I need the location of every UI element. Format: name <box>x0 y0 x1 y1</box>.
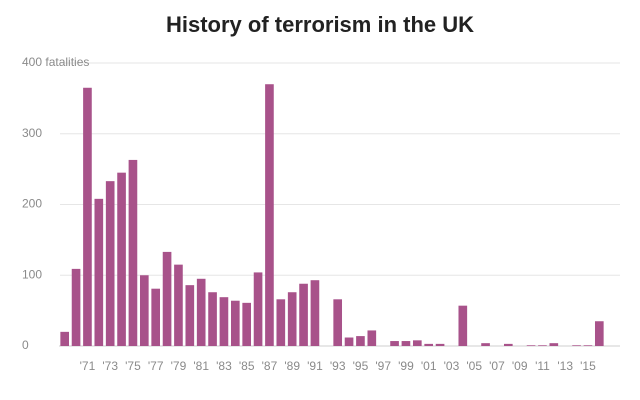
y-tick-label: 200 <box>22 197 42 211</box>
bar <box>83 87 92 346</box>
bar <box>151 288 161 346</box>
bar <box>538 345 547 346</box>
bar <box>412 340 422 346</box>
bar <box>128 159 138 346</box>
bar <box>219 297 229 346</box>
x-tick-label: '07 <box>489 359 505 373</box>
bar <box>572 345 581 346</box>
x-tick-label: '77 <box>148 359 164 373</box>
bar <box>117 172 126 346</box>
x-tick-label: '09 <box>512 359 528 373</box>
x-tick-label: '01 <box>421 359 437 373</box>
x-tick-label: '91 <box>307 359 323 373</box>
bar <box>185 285 195 346</box>
bar <box>310 280 320 346</box>
bar <box>242 302 252 346</box>
x-tick-label: '75 <box>125 359 141 373</box>
bar <box>333 299 343 346</box>
bar <box>265 84 274 346</box>
y-tick-label: 100 <box>22 267 42 281</box>
bar <box>196 278 206 346</box>
x-tick-label: '05 <box>466 359 482 373</box>
x-tick-label: '15 <box>580 359 596 373</box>
bar <box>401 341 411 346</box>
x-tick-label: '13 <box>557 359 573 373</box>
bar <box>162 251 172 346</box>
bar <box>253 272 263 346</box>
x-tick-label: '89 <box>284 359 300 373</box>
bar <box>503 343 513 346</box>
bar <box>174 264 183 346</box>
chart-title: History of terrorism in the UK <box>166 12 474 37</box>
x-tick-label: '81 <box>193 359 209 373</box>
bar <box>367 330 377 346</box>
bar <box>526 345 536 346</box>
x-tick-label: '73 <box>102 359 118 373</box>
x-tick-label: '87 <box>262 359 278 373</box>
bar <box>276 299 286 346</box>
bar <box>549 343 559 346</box>
x-tick-label: '83 <box>216 359 232 373</box>
x-tick-label: '11 <box>535 359 550 373</box>
bar <box>435 343 445 346</box>
bar <box>299 283 308 346</box>
x-tick-label: '85 <box>239 359 255 373</box>
bar <box>458 305 468 346</box>
bar <box>230 300 240 346</box>
x-tick-label: '79 <box>171 359 187 373</box>
bar <box>208 292 217 346</box>
x-tick-label: '97 <box>375 359 391 373</box>
bar <box>60 331 70 346</box>
bar <box>594 321 604 346</box>
bar <box>105 181 115 346</box>
y-tick-label: 400 fatalities <box>22 55 89 69</box>
bar <box>481 343 490 346</box>
bar <box>71 268 81 346</box>
bar <box>344 337 354 346</box>
bar <box>424 343 434 346</box>
bar <box>356 336 365 346</box>
y-tick-label: 300 <box>22 126 42 140</box>
x-tick-label: '93 <box>330 359 346 373</box>
bar <box>287 292 297 346</box>
y-tick-label: 0 <box>22 338 29 352</box>
x-tick-label: '95 <box>353 359 369 373</box>
bar <box>583 345 593 346</box>
bar <box>390 341 399 346</box>
x-tick-label: '03 <box>444 359 460 373</box>
x-tick-label: '99 <box>398 359 414 373</box>
bar <box>139 275 149 346</box>
bar <box>94 198 104 346</box>
x-tick-label: '71 <box>80 359 96 373</box>
